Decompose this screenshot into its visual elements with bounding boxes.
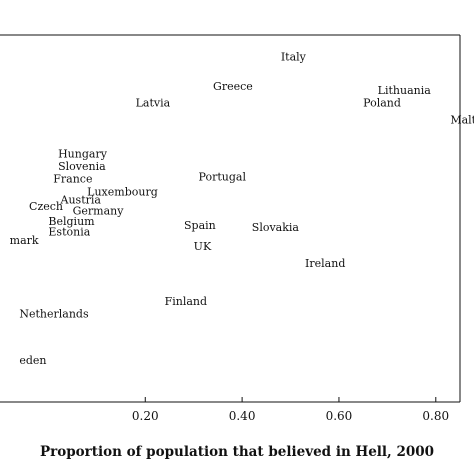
point-label: mark <box>10 234 39 247</box>
data-labels: Italy Greece Lithuania Latvia Poland Malta Hun… <box>10 50 474 367</box>
x-axis-ticks: 0.20 0.40 0.60 0.80 <box>132 397 449 423</box>
point-label: Germany <box>73 204 125 217</box>
point-label: France <box>53 173 92 186</box>
point-label: Italy <box>281 50 307 63</box>
point-label: Malta <box>450 114 474 127</box>
point-label: Finland <box>165 295 207 308</box>
x-tick-label: 0.40 <box>229 409 256 423</box>
point-label: Latvia <box>136 97 171 110</box>
point-label: Ireland <box>305 257 345 270</box>
point-label: Austria <box>60 194 102 207</box>
x-axis-label: Proportion of population that believed i… <box>40 444 434 460</box>
point-label: Lithuania <box>378 84 432 97</box>
point-label: UK <box>194 240 212 253</box>
point-label: Slovenia <box>58 160 106 173</box>
point-label: Slovakia <box>252 221 300 234</box>
point-label: Czech <box>29 200 63 213</box>
x-tick-label: 0.80 <box>422 409 449 423</box>
x-tick-label: 0.20 <box>132 409 159 423</box>
point-label: Portugal <box>199 171 247 184</box>
point-label: Spain <box>184 219 216 232</box>
point-label: Belgium <box>48 215 95 228</box>
point-label: Estonia <box>48 225 90 238</box>
point-label: Hungary <box>58 147 108 160</box>
point-label: Netherlands <box>19 308 89 321</box>
point-label: Poland <box>363 97 401 110</box>
point-label: Luxembourg <box>87 185 158 198</box>
point-label: Greece <box>213 80 253 93</box>
x-tick-label: 0.60 <box>326 409 353 423</box>
point-label: eden <box>19 354 46 367</box>
